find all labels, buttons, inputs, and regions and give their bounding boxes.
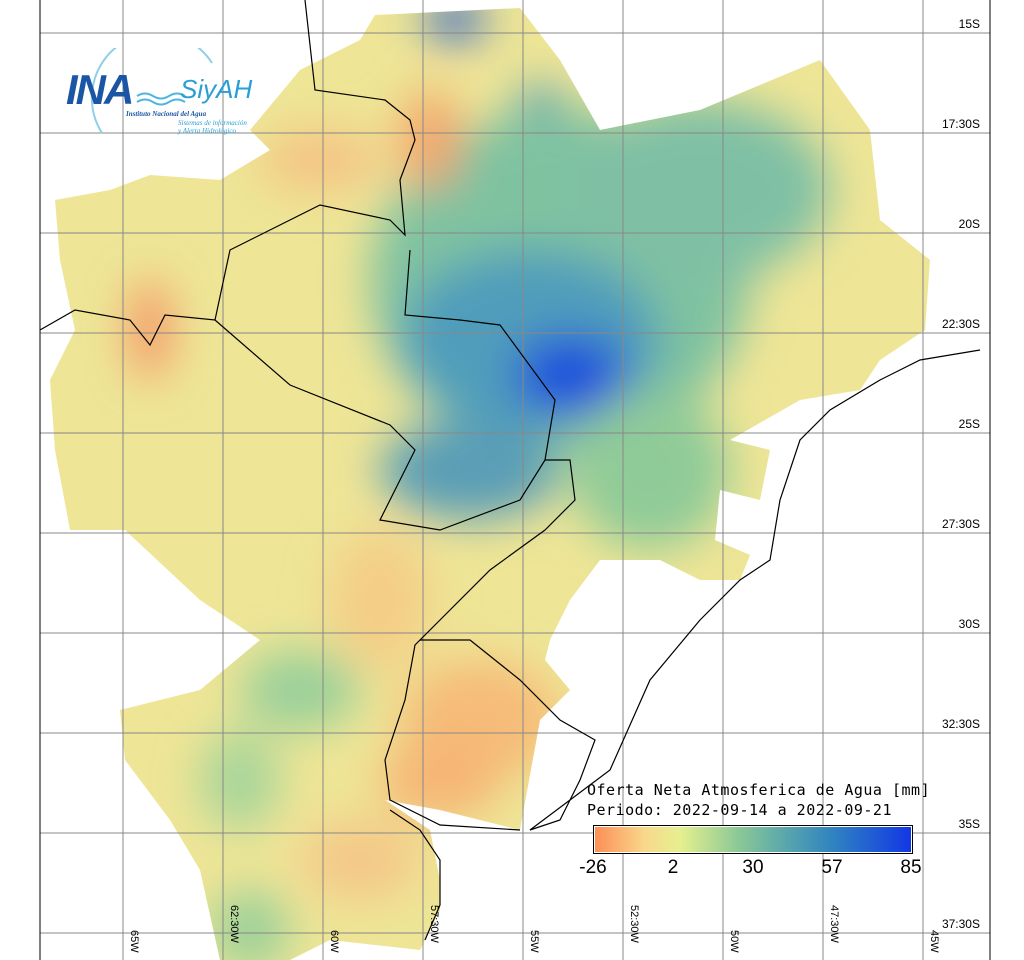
logo-system-line2: y Alerta Hidrológico (178, 127, 236, 135)
colorbar-tick: 57 (821, 857, 843, 878)
borders (39, 0, 981, 941)
ina-siyah-logo: INA SiyAH Instituto Nacional del Agua Si… (62, 48, 272, 144)
logo-institute-text: Instituto Nacional del Agua (126, 110, 207, 118)
lat-label: 35S (958, 817, 980, 831)
lon-label: 60W (328, 930, 340, 953)
graticule (40, 0, 990, 960)
colorbar (593, 825, 913, 854)
lon-label: 65W (128, 930, 140, 953)
lon-label: 57:30W (428, 905, 440, 943)
legend-period: Periodo: 2022-09-14 a 2022-09-21 (587, 801, 892, 819)
lat-label: 30S (958, 617, 980, 631)
lon-label: 45W (928, 930, 940, 953)
colorbar-tick: -26 (579, 857, 607, 878)
lat-label: 22:30S (941, 317, 980, 331)
lon-label: 52:30W (628, 905, 640, 943)
lon-label: 50W (728, 930, 740, 953)
axis-ticks (39, 0, 991, 960)
logo-siyah-text: SiyAH (180, 74, 253, 104)
lat-label: 25S (958, 417, 980, 431)
legend-title: Oferta Neta Atmosferica de Agua [mm] (587, 781, 931, 799)
lat-label: 27:30S (941, 517, 980, 531)
logo-system-line1: Sistemas de información (178, 119, 247, 127)
lat-label: 37:30S (941, 917, 980, 931)
colorbar-tick: 2 (667, 857, 679, 878)
lat-label: 17:30S (941, 117, 980, 131)
lat-label: 20S (958, 217, 980, 231)
colorbar-tick: 30 (742, 857, 764, 878)
logo-ina-text: INA (66, 66, 134, 113)
colorbar-tick: 85 (900, 857, 922, 878)
lat-label: 15S (958, 17, 980, 31)
lon-label: 47:30W (828, 905, 840, 943)
lon-label: 55W (528, 930, 540, 953)
lat-label: 32:30S (941, 717, 980, 731)
lon-label: 62:30W (228, 905, 240, 943)
